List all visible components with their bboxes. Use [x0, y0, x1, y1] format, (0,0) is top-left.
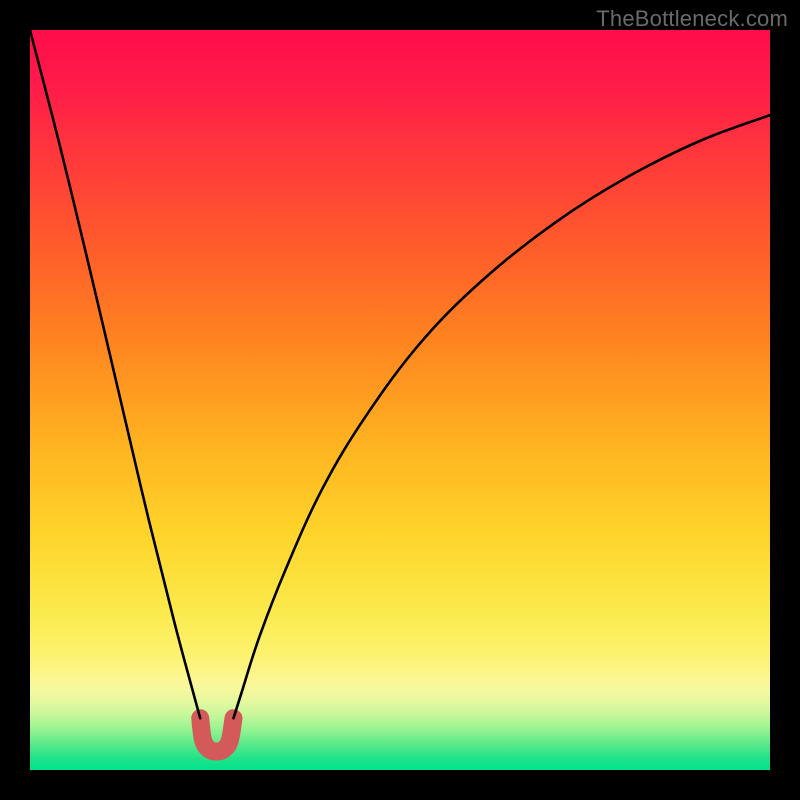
chart-container: TheBottleneck.com — [0, 0, 800, 800]
bottleneck-curve — [30, 30, 770, 770]
optimal-trough-highlight — [200, 718, 233, 751]
curve-left-branch — [30, 30, 200, 718]
watermark-text: TheBottleneck.com — [596, 6, 788, 32]
curve-right-branch — [234, 115, 771, 718]
plot-area — [30, 30, 770, 770]
